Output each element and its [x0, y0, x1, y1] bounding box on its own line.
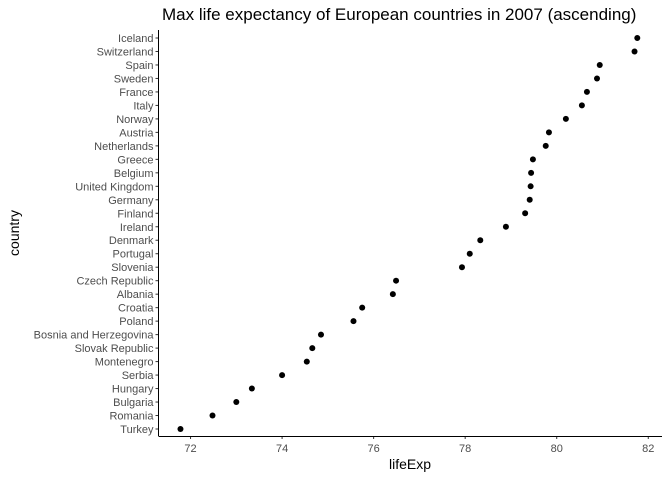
data-point	[522, 210, 529, 217]
y-tick-label: Bosnia and Herzegovina	[34, 330, 155, 342]
y-tick-label: Spain	[125, 60, 153, 72]
data-point	[545, 129, 552, 136]
y-tick-label: Turkey	[120, 424, 154, 436]
data-point	[233, 399, 240, 406]
y-tick-label: Bulgaria	[113, 397, 154, 409]
y-tick-label: Ireland	[120, 222, 154, 234]
y-tick-label: Sweden	[114, 73, 154, 85]
data-point	[596, 61, 603, 68]
y-tick-label: Netherlands	[94, 141, 154, 153]
x-tick-label: 78	[459, 443, 471, 455]
data-point	[303, 358, 310, 365]
data-point	[594, 75, 601, 82]
data-point	[350, 318, 357, 325]
x-tick-label: 76	[368, 443, 380, 455]
data-point	[317, 331, 324, 338]
data-point	[389, 291, 396, 298]
data-point	[209, 412, 216, 419]
x-tick-label: 82	[642, 443, 654, 455]
y-tick-label: Croatia	[118, 303, 154, 315]
data-point	[583, 88, 590, 95]
y-tick-label: Denmark	[109, 235, 154, 247]
y-tick-label: Czech Republic	[76, 276, 154, 288]
y-axis-title: country	[6, 210, 22, 256]
data-point	[177, 426, 184, 432]
data-point	[309, 345, 316, 352]
y-tick-label: Greece	[117, 154, 153, 166]
y-tick-label: Austria	[119, 127, 154, 139]
y-tick-label: Slovak Republic	[75, 343, 154, 355]
y-tick-label: Slovenia	[111, 262, 154, 274]
data-point	[248, 385, 255, 392]
y-tick-label: Finland	[117, 208, 153, 220]
data-point	[631, 48, 638, 55]
y-tick-label: Hungary	[112, 384, 154, 396]
y-tick-label: Italy	[133, 100, 154, 112]
data-point	[562, 115, 569, 122]
data-point	[458, 264, 465, 271]
y-tick-label: Serbia	[122, 370, 155, 382]
data-point	[634, 35, 641, 41]
y-tick-label: Switzerland	[97, 46, 154, 58]
y-tick-label: Germany	[108, 195, 154, 207]
data-point	[529, 156, 536, 163]
data-point	[578, 102, 585, 109]
x-axis-title: lifeExp	[389, 456, 431, 472]
chart-title: Max life expectancy of European countrie…	[162, 5, 636, 24]
x-tick-label: 72	[184, 443, 196, 455]
data-point	[477, 237, 484, 244]
data-point	[466, 250, 473, 257]
data-point	[279, 372, 286, 379]
x-tick-labels: 72 74 76 78 80 82	[184, 443, 654, 455]
data-points	[177, 35, 641, 432]
y-tick-label: Montenegro	[95, 357, 154, 369]
y-tick-label: France	[119, 87, 153, 99]
y-tick-label: Belgium	[114, 168, 154, 180]
data-point	[527, 183, 534, 190]
data-point	[502, 223, 509, 230]
y-tick-label: Poland	[119, 316, 153, 328]
data-point	[542, 142, 549, 149]
y-tick-label: Romania	[109, 411, 154, 423]
data-point	[359, 304, 366, 311]
data-point	[528, 169, 535, 176]
y-tick-label: Portugal	[113, 249, 154, 261]
y-tick-label: Norway	[116, 114, 154, 126]
data-point	[526, 196, 533, 203]
data-point	[393, 277, 400, 284]
axis-ticks	[155, 37, 649, 439]
y-tick-label: United Kingdom	[75, 181, 153, 193]
y-tick-label: Albania	[117, 289, 155, 301]
y-tick-label: Iceland	[118, 33, 153, 45]
x-tick-label: 74	[276, 443, 288, 455]
x-tick-label: 80	[551, 443, 563, 455]
